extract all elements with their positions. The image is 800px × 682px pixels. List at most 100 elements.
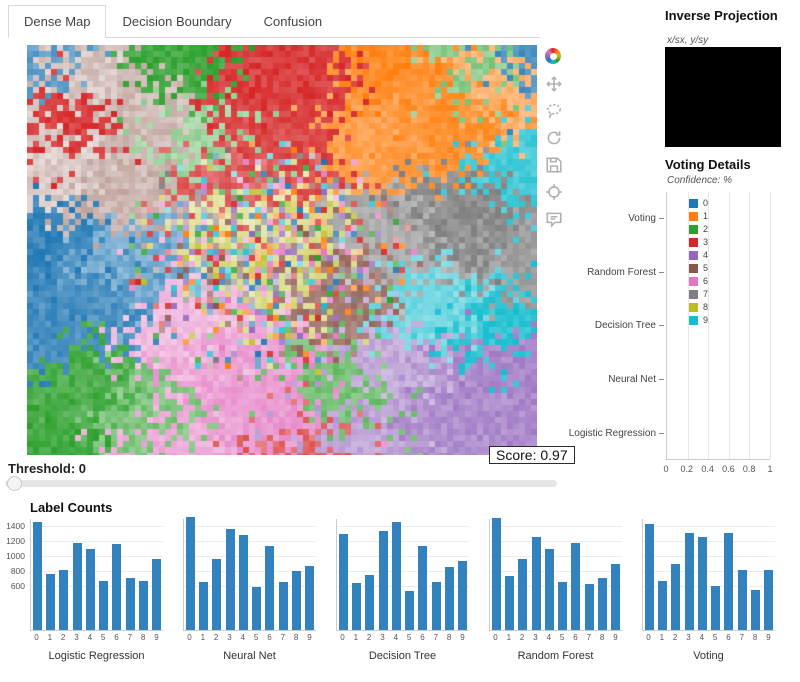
bar (238, 535, 248, 630)
x-tick-label: 7 (127, 633, 133, 642)
subplot-plot-area (489, 518, 622, 631)
voting-details-category-label: Voting (540, 213, 664, 224)
legend-swatch (689, 198, 698, 208)
label-counts-subplot: 0 1 2 3 4 5 6 7 8 9 Random Forest (489, 518, 622, 662)
gridline (184, 571, 316, 573)
reset-tool-icon[interactable] (545, 129, 563, 147)
voting-details-category-label: Decision Tree (540, 320, 664, 331)
bar (365, 574, 375, 630)
x-tick-label: 3 (533, 633, 538, 642)
label-counts-title: Label Counts (30, 500, 113, 515)
gridline (643, 571, 775, 573)
subplot-plot-area (336, 519, 469, 631)
label-counts-subplot: 0 1 2 3 4 5 6 7 8 9 Logistic Regression (30, 519, 163, 662)
x-tick-label: 3 (227, 633, 232, 642)
hover-tool-icon[interactable] (545, 210, 563, 228)
bar (418, 546, 428, 630)
bar (59, 570, 69, 630)
gridline (337, 541, 469, 543)
legend-swatch (689, 250, 698, 260)
x-tick-label: 0 (34, 633, 39, 642)
bar (544, 548, 554, 630)
voting-details-category-label: Random Forest (540, 267, 664, 278)
x-tick-label: 8 (446, 633, 452, 642)
gridline (184, 541, 316, 543)
legend-item: 5 (689, 263, 708, 273)
x-tick-label: 0 (187, 633, 192, 642)
x-tick-label: 6 (726, 633, 731, 642)
x-tick-label: 4 (393, 633, 399, 642)
bar (391, 521, 401, 630)
dense-map-plot[interactable] (27, 45, 537, 455)
bar (151, 559, 161, 630)
y-tick-label: 1000 (6, 551, 25, 562)
x-tick-label: 4 (87, 633, 93, 642)
inverse-projection-subtitle: x/sx, y/sy (667, 35, 709, 46)
subplot-plot-area (183, 516, 316, 631)
save-tool-icon[interactable] (545, 156, 563, 174)
x-tick-label: 9 (154, 633, 159, 642)
pan-tool-icon[interactable] (545, 75, 563, 93)
x-tick-label: 2 (213, 633, 219, 642)
tab-confusion[interactable]: Confusion (263, 14, 323, 29)
subplot-title: Logistic Regression (48, 650, 145, 662)
subplot-title: Decision Tree (368, 650, 437, 662)
legend-swatch (689, 237, 698, 247)
legend-swatch (689, 224, 698, 234)
voting-details-x-axis: 0 0.2 0.4 0.6 0.8 1 (663, 464, 772, 476)
legend-swatch (689, 289, 698, 299)
threshold-value: 0 (78, 461, 87, 476)
subplot-title: Voting (693, 650, 724, 662)
x-tick-label: 6 (573, 633, 578, 642)
gridline (643, 556, 775, 558)
x-tick-label: 4 (699, 633, 705, 642)
x-tick-label: 0 (340, 633, 345, 642)
bar (72, 542, 82, 630)
voting-details-axis-note: Confidence: % (667, 175, 733, 186)
x-tick-label: 5 (406, 633, 412, 642)
bar (763, 569, 773, 630)
tab-decision-boundary[interactable]: Decision Boundary (122, 14, 232, 29)
bokeh-logo-icon[interactable] (545, 48, 563, 66)
legend-item: 6 (689, 276, 708, 286)
x-tick-label: 1 (659, 633, 665, 642)
gridline (31, 526, 163, 528)
bar (558, 582, 568, 630)
gridline (490, 541, 622, 543)
bar (724, 532, 734, 630)
legend-item: 7 (689, 289, 708, 299)
threshold-slider-handle[interactable] (7, 476, 22, 491)
gridline (31, 571, 163, 573)
x-tick-label: 6 (420, 633, 425, 642)
bar-group (184, 516, 316, 630)
x-tick-label: 7 (739, 633, 745, 642)
lasso-select-tool-icon[interactable] (545, 102, 563, 120)
gridline (708, 192, 710, 459)
x-tick-label: 4 (546, 633, 552, 642)
x-tick-label: 0.8 (742, 464, 756, 474)
y-tick-label: 1200 (6, 536, 25, 547)
bar (199, 582, 209, 630)
x-tick-label: 0.2 (680, 464, 694, 474)
legend-swatch (689, 315, 698, 325)
gridline (490, 526, 622, 528)
gridline (337, 526, 469, 528)
bar (225, 529, 235, 630)
x-tick-label: 2 (519, 633, 525, 642)
bar (138, 580, 148, 630)
threshold-slider[interactable] (5, 476, 557, 491)
crosshair-tool-icon[interactable] (545, 183, 563, 201)
x-tick-label: 5 (100, 633, 106, 642)
gridline (490, 571, 622, 573)
x-tick-label: 3 (74, 633, 79, 642)
bar (518, 559, 528, 630)
bar (352, 582, 362, 630)
x-tick-label: 2 (366, 633, 372, 642)
x-tick-label: 8 (599, 633, 605, 642)
gridline (643, 541, 775, 543)
x-tick-label: 9 (460, 633, 465, 642)
bar (492, 518, 501, 630)
tab-dense-map[interactable]: Dense Map (8, 5, 107, 38)
